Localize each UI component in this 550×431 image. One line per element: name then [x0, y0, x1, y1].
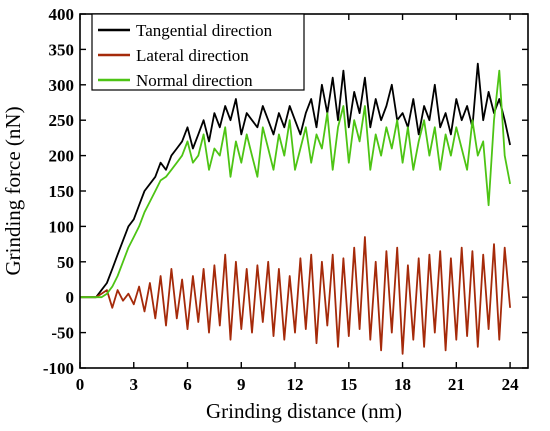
series-line-normal-direction — [80, 69, 511, 299]
y-tick-label: -100 — [43, 359, 74, 378]
y-tick-label: -50 — [51, 324, 74, 343]
legend-box — [91, 13, 305, 91]
series-layer — [80, 62, 511, 355]
series-line-lateral-direction — [80, 236, 511, 355]
y-tick-label: 0 — [66, 288, 75, 307]
x-axis-title: Grinding distance (nm) — [206, 399, 402, 423]
y-tick-label: 50 — [57, 253, 74, 272]
y-tick-label: 100 — [49, 217, 75, 236]
x-tick-label: 18 — [394, 375, 411, 394]
x-tick-label: 0 — [76, 375, 85, 394]
legend-label: Normal direction — [136, 71, 253, 90]
x-tick-label: 3 — [130, 375, 139, 394]
series-line-tangential-direction — [80, 62, 511, 299]
y-tick-label: 350 — [49, 40, 75, 59]
x-tick-label: 9 — [237, 375, 246, 394]
legend-label: Tangential direction — [136, 21, 273, 40]
x-tick-label: 15 — [340, 375, 357, 394]
x-tick-label: 21 — [448, 375, 465, 394]
legend-label: Lateral direction — [136, 46, 249, 65]
x-tick-label: 12 — [287, 375, 304, 394]
y-tick-label: 250 — [49, 111, 75, 130]
y-tick-label: 300 — [49, 76, 75, 95]
legend: Tangential direction Lateral direction Nor… — [91, 13, 305, 91]
y-tick-label: 150 — [49, 182, 75, 201]
y-tick-label: 400 — [49, 5, 75, 24]
x-tick-label: 24 — [502, 375, 520, 394]
tick-layer: -100 -50 0 50 100 150 200 250 300 350 400 0 3 6 9 12 15 1… — [43, 5, 528, 394]
x-tick-label: 6 — [183, 375, 192, 394]
y-tick-label: 200 — [49, 147, 75, 166]
y-axis-title: Grinding force (nN) — [1, 106, 25, 275]
